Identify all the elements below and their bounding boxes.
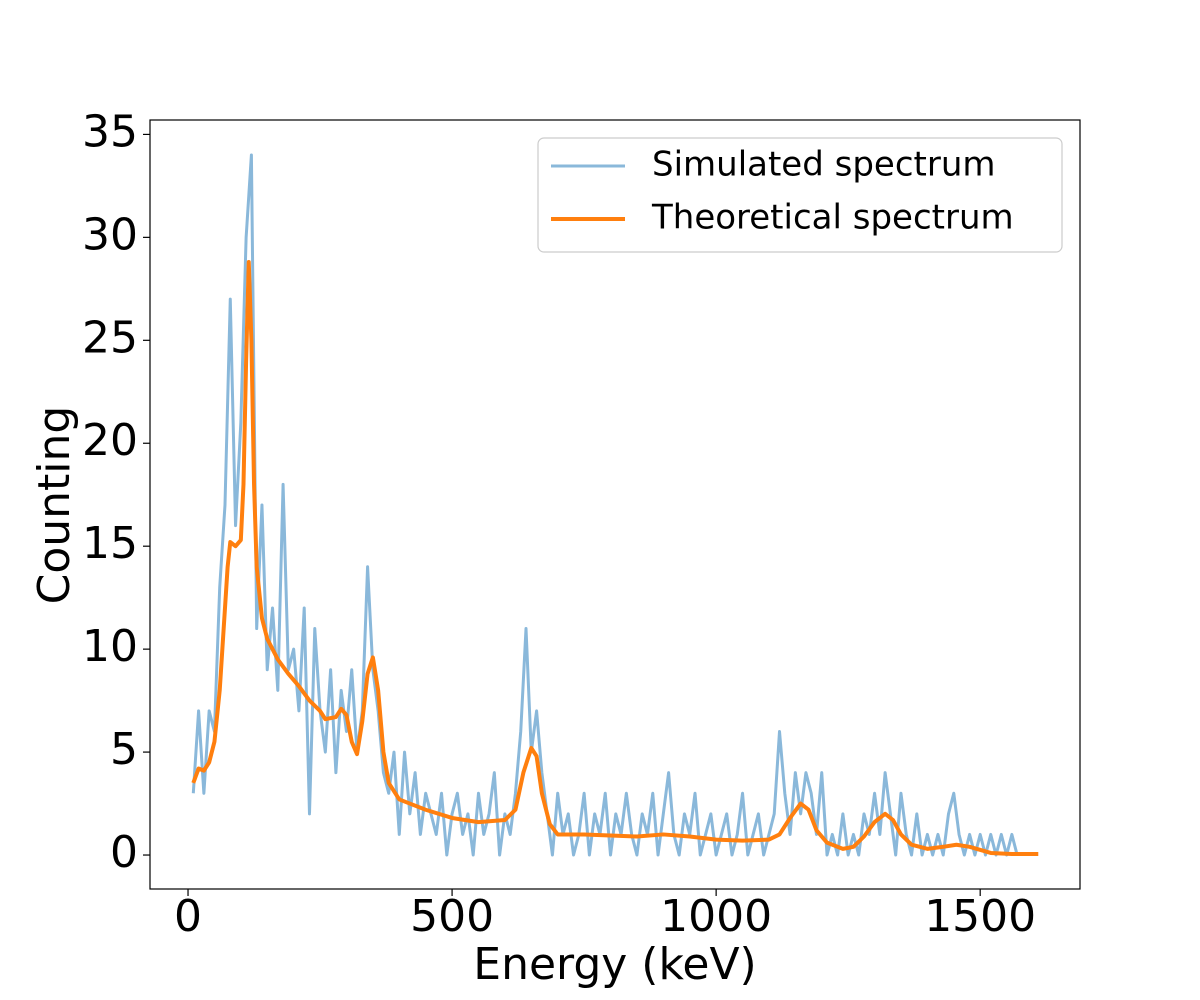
y-tick-label: 25 — [82, 312, 138, 363]
series-line — [191, 260, 1039, 856]
plot-frame — [149, 119, 1081, 890]
y-tick-label: 0 — [110, 827, 138, 878]
legend-box — [537, 137, 1063, 253]
x-tick-label: 0 — [174, 891, 202, 942]
series-line — [191, 153, 1019, 857]
y-tick-label: 30 — [82, 209, 138, 260]
y-tick-label: 20 — [82, 415, 138, 466]
y-tick-label: 15 — [82, 518, 138, 569]
y-tick-label: 35 — [82, 106, 138, 157]
x-tick-label: 500 — [410, 891, 494, 942]
y-tick-label: 5 — [110, 724, 138, 775]
x-tick-label: 1000 — [660, 891, 772, 942]
legend-label: Simulated spectrum — [652, 145, 996, 185]
y-tick-label: 10 — [82, 621, 138, 672]
y-axis-label: Counting — [29, 406, 80, 605]
x-axis-label: Energy (keV) — [473, 939, 756, 990]
x-tick-label: 1500 — [924, 891, 1036, 942]
legend-label: Theoretical spectrum — [651, 198, 1014, 238]
